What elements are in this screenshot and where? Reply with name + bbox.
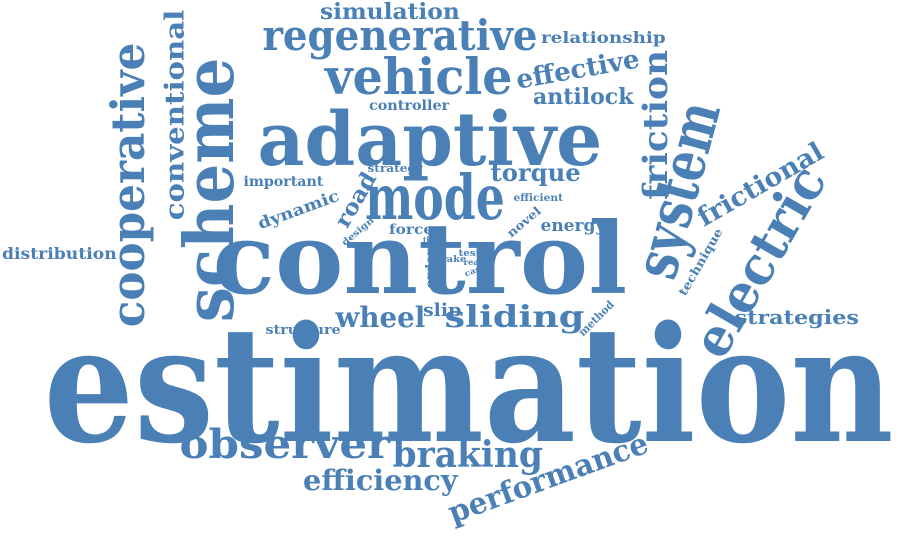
- word-tire: tire: [423, 235, 438, 245]
- word-rear: rear: [463, 257, 483, 267]
- word-mode: mode: [364, 161, 505, 234]
- word-control: control: [212, 202, 628, 317]
- word-energy: energy: [540, 215, 606, 236]
- word-slip: slip: [422, 300, 462, 321]
- word-strategies: strategies: [734, 305, 860, 329]
- word-relationship: relationship: [540, 28, 666, 47]
- word-antilock: antilock: [533, 84, 634, 110]
- word-force: force: [388, 222, 434, 238]
- word-efficient: efficient: [513, 193, 563, 204]
- word-cooperative: cooperative: [100, 42, 155, 328]
- word-estimation: estimation: [43, 291, 894, 479]
- word-torque: torque: [490, 158, 581, 187]
- word-order: order: [423, 248, 437, 288]
- word-vehicle: vehicle: [324, 47, 512, 106]
- word-structure: structure: [265, 322, 341, 338]
- word-strategy: strategy: [367, 161, 423, 175]
- word-friction: friction: [636, 49, 677, 201]
- word-regenerative: regenerative: [262, 11, 538, 60]
- word-observer: observer: [178, 421, 390, 468]
- word-test: test: [457, 248, 481, 259]
- word-wheel: wheel: [334, 301, 425, 334]
- word-important: important: [242, 174, 323, 190]
- word-sliding: sliding: [444, 300, 584, 335]
- word-conventional: conventional: [160, 9, 191, 221]
- word-motor: motor: [390, 247, 406, 293]
- word-adaptive: adaptive: [257, 97, 603, 183]
- word-distribution: distribution: [1, 244, 117, 263]
- word-controller: controller: [368, 98, 450, 114]
- word-brake: brake: [434, 254, 466, 265]
- word-efficiency: efficiency: [302, 464, 458, 497]
- word-braking: braking: [392, 434, 543, 476]
- word-simulation: simulation: [319, 0, 460, 25]
